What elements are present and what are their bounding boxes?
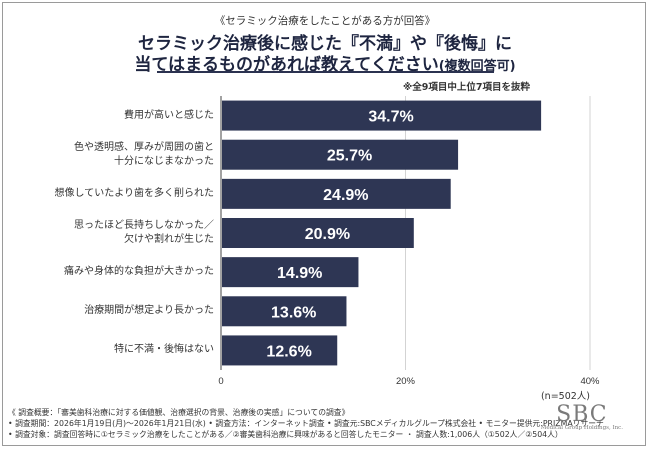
bar	[222, 100, 542, 131]
footer-line3: • 調査対象：調査回答時に①セラミック治療をしたことがある／②審美歯科治療に興味…	[8, 430, 563, 439]
x-tick-label: 40%	[580, 376, 600, 387]
bar	[222, 139, 459, 170]
category-label: 想像していたより歯を多く削られた	[55, 187, 215, 201]
category-label: 治療期間が想定より長かった	[84, 304, 214, 318]
category-label-line: 痛みや身体的な負担が大きかった	[64, 266, 214, 278]
category-label-line: 思ったほど長持ちしなかった／	[74, 220, 214, 231]
bar-value-label: 25.7%	[327, 148, 372, 165]
survey-footer: 《 調査概要：「審美歯科治療に対する価値観、治療選択の背景、治療後の実感」につい…	[8, 407, 604, 440]
category-label-line: 治療期間が想定より長かった	[84, 305, 214, 317]
chart-subtitle: 《セラミック治療をしたことがある方が回答》	[214, 15, 436, 27]
bar	[222, 335, 338, 366]
chart-title-line1: セラミック治療後に感じた『不満』や『後悔』に	[138, 34, 512, 54]
x-tick-label: 20%	[396, 376, 416, 387]
bar-value-label: 24.9%	[323, 187, 368, 204]
category-label: 特に不満・後悔はない	[114, 343, 214, 357]
category-label: 費用が高いと感じた	[124, 109, 214, 123]
chart-title-paren: (複数回答可)	[438, 59, 516, 74]
logo-mark: SBC	[556, 402, 608, 427]
category-label-line: 特に不満・後悔はない	[114, 344, 214, 356]
category-label-line: 欠けや割れが生じた	[124, 234, 214, 245]
category-label: 色や透明感、厚みが周囲の歯と十分になじまなかった	[74, 141, 214, 169]
selection-note: ※全9項目中上位7項目を抜粋	[403, 82, 530, 93]
bar	[222, 257, 359, 288]
logo-subtext: Medical Group Holdings, Inc.	[540, 425, 623, 431]
category-label-line: 費用が高いと感じた	[124, 109, 214, 121]
category-label: 思ったほど長持ちしなかった／ 欠けや割れが生じた	[74, 219, 214, 247]
category-label-line: 十分になじまなかった	[114, 155, 214, 167]
footer-line2: • 調査期間：2026年1月19日(月)～2026年1月21日(水) • 調査方…	[8, 419, 604, 428]
bar-value-label: 20.9%	[305, 226, 350, 243]
bar-value-label: 34.7%	[368, 109, 413, 126]
bar-value-label: 12.6%	[266, 343, 311, 360]
category-label-line: 色や透明感、厚みが周囲の歯と	[74, 141, 214, 153]
title-underline	[157, 71, 494, 73]
chart-title-line2: 当てはまるものがあれば教えてください(複数回答可)	[0, 50, 650, 75]
card-frame	[2, 2, 646, 446]
bar-value-label: 14.9%	[277, 265, 322, 282]
bar-value-label: 13.6%	[271, 304, 316, 321]
x-tick-label: 0	[218, 376, 223, 387]
bar	[222, 218, 414, 248]
category-label-line: 想像していたより歯を多く削られた	[54, 187, 215, 199]
sbc-logo: SBC Medical Group Holdings, Inc.	[541, 402, 623, 431]
bar	[222, 178, 451, 209]
footer-line1: 《 調査概要：「審美歯科治療に対する価値観、治療選択の背景、治療後の実感」につい…	[8, 408, 350, 417]
bar	[222, 296, 347, 327]
sample-size-label: (n=502人)	[540, 391, 590, 402]
chart-title-main: 当てはまるものがあれば教えてください	[134, 55, 439, 75]
category-label: 痛みや身体的な負担が大きかった	[64, 265, 214, 279]
